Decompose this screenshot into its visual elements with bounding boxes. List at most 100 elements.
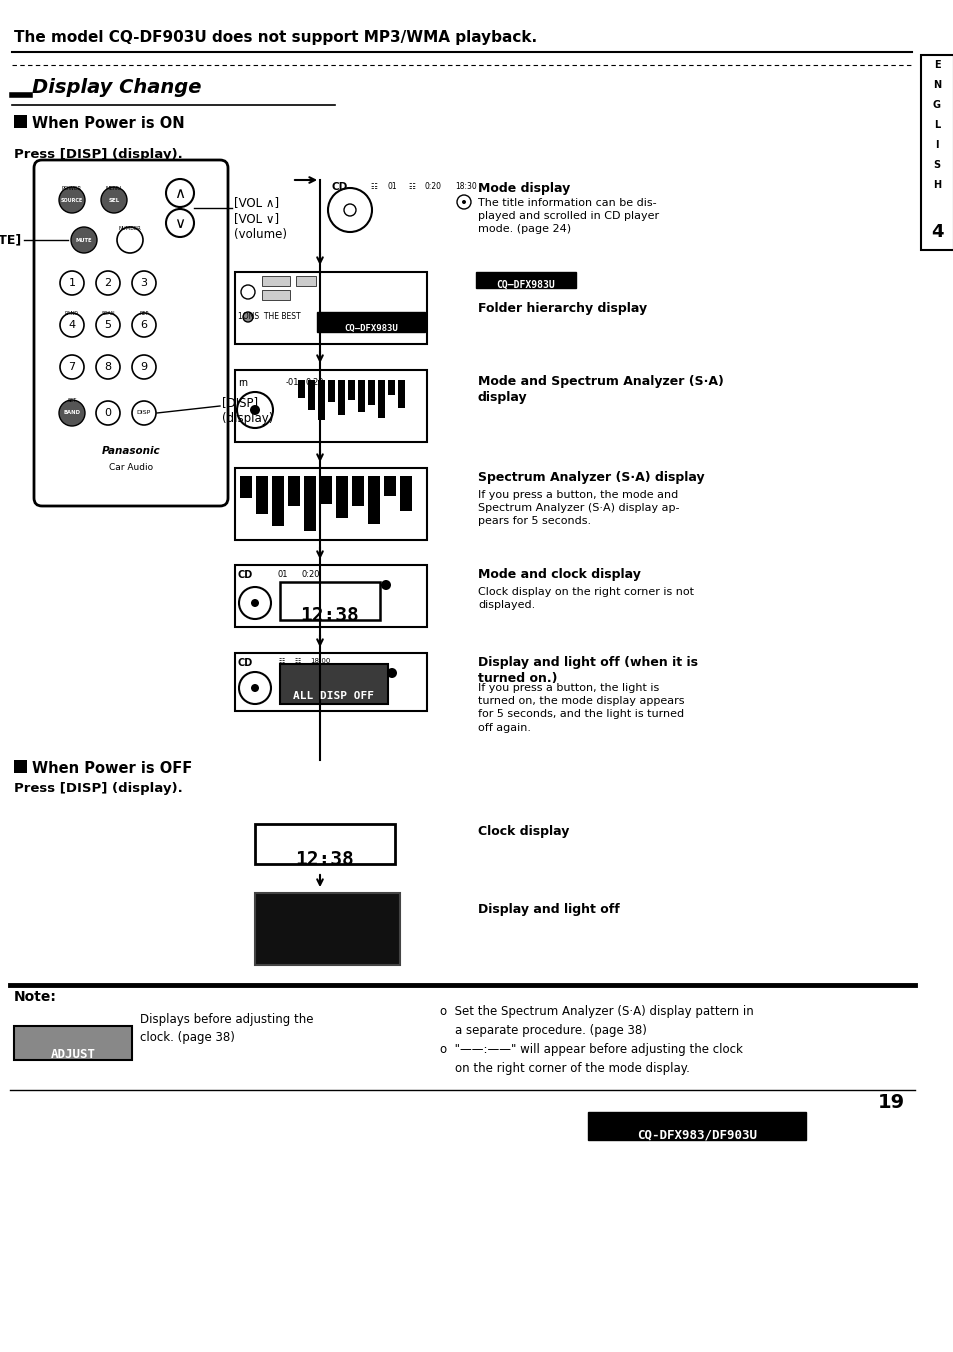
Text: Clock display on the right corner is not
displayed.: Clock display on the right corner is not… xyxy=(477,587,693,610)
Text: -01: -01 xyxy=(286,379,299,387)
Text: I: I xyxy=(934,141,938,150)
Circle shape xyxy=(461,200,465,204)
Bar xyxy=(234,565,427,627)
Text: Folder hierarchy display: Folder hierarchy display xyxy=(477,301,646,315)
Bar xyxy=(234,653,427,711)
Bar xyxy=(297,380,305,397)
Text: CD: CD xyxy=(237,571,253,580)
Text: When Power is ON: When Power is ON xyxy=(32,116,185,131)
Text: REP: REP xyxy=(139,311,149,316)
Text: When Power is OFF: When Power is OFF xyxy=(32,761,193,776)
Bar xyxy=(234,370,427,442)
Circle shape xyxy=(251,599,258,607)
Text: Mode and Spectrum Analyzer (S·A)
display: Mode and Spectrum Analyzer (S·A) display xyxy=(477,375,723,404)
Text: If you press a button, the mode and
Spectrum Analyzer (S·A) display ap-
pears fo: If you press a button, the mode and Spec… xyxy=(477,489,679,526)
Bar xyxy=(234,468,427,539)
Bar xyxy=(368,476,379,525)
Text: CD: CD xyxy=(237,658,253,668)
Text: N: N xyxy=(932,80,940,91)
Bar xyxy=(335,476,348,518)
Text: 19: 19 xyxy=(877,1092,904,1111)
Text: 18:30: 18:30 xyxy=(455,183,476,191)
Bar xyxy=(14,760,27,773)
Bar xyxy=(254,894,399,965)
Text: CD: CD xyxy=(332,183,348,192)
Text: Display and light off (when it is
turned on.): Display and light off (when it is turned… xyxy=(477,656,698,685)
Bar xyxy=(357,380,365,412)
Bar xyxy=(920,55,953,250)
Circle shape xyxy=(60,356,84,379)
Text: ∧: ∧ xyxy=(174,185,186,200)
Circle shape xyxy=(166,210,193,237)
Bar xyxy=(304,476,315,531)
Text: 0:20: 0:20 xyxy=(302,571,320,579)
Circle shape xyxy=(96,314,120,337)
Circle shape xyxy=(380,580,391,589)
Circle shape xyxy=(387,668,396,677)
Bar xyxy=(295,276,315,287)
Text: SCAN: SCAN xyxy=(101,311,114,316)
Text: H: H xyxy=(932,180,940,191)
Circle shape xyxy=(60,314,84,337)
Text: 1: 1 xyxy=(69,279,75,288)
Text: RAND: RAND xyxy=(65,311,79,316)
FancyBboxPatch shape xyxy=(34,160,228,506)
Text: [DISP]
(display): [DISP] (display) xyxy=(222,396,274,425)
Bar xyxy=(337,380,345,415)
Bar xyxy=(240,476,252,498)
Text: SET: SET xyxy=(68,397,76,403)
Bar xyxy=(587,1111,805,1140)
Circle shape xyxy=(96,356,120,379)
Text: MUTE: MUTE xyxy=(75,238,92,242)
Bar xyxy=(384,476,395,496)
Bar xyxy=(319,476,332,504)
Text: o  Set the Spectrum Analyzer (S·A) display pattern in
    a separate procedure. : o Set the Spectrum Analyzer (S·A) displa… xyxy=(439,1005,753,1075)
Text: 6: 6 xyxy=(140,320,148,330)
Text: 0:20: 0:20 xyxy=(306,379,324,387)
Circle shape xyxy=(59,187,85,214)
Text: 2: 2 xyxy=(104,279,112,288)
Text: 5: 5 xyxy=(105,320,112,330)
Circle shape xyxy=(101,187,127,214)
Circle shape xyxy=(117,227,143,253)
Text: The title information can be dis-
played and scrolled in CD player
mode. (page 2: The title information can be dis- played… xyxy=(477,197,659,234)
Text: 7: 7 xyxy=(69,362,75,372)
Text: 0:20: 0:20 xyxy=(424,183,441,191)
Bar xyxy=(368,380,375,406)
Text: Mode display: Mode display xyxy=(477,183,570,195)
Bar xyxy=(262,289,290,300)
Bar xyxy=(328,380,335,402)
Bar xyxy=(377,380,385,418)
Bar xyxy=(397,380,405,408)
Text: 12:38: 12:38 xyxy=(300,606,359,625)
Bar xyxy=(308,380,314,410)
Text: [VOL ∧]
[VOL ∨]
(volume): [VOL ∧] [VOL ∨] (volume) xyxy=(233,196,287,241)
Text: rn: rn xyxy=(237,379,248,388)
Text: 3: 3 xyxy=(140,279,148,288)
Bar xyxy=(254,823,395,864)
Text: If you press a button, the light is
turned on, the mode display appears
for 5 se: If you press a button, the light is turn… xyxy=(477,683,684,733)
Bar xyxy=(14,1026,132,1060)
Bar xyxy=(14,115,27,128)
Text: CQ–DFX983U: CQ–DFX983U xyxy=(344,324,397,333)
Text: ☷: ☷ xyxy=(370,183,376,191)
Text: 1ONS  THE BEST: 1ONS THE BEST xyxy=(237,312,300,320)
Text: ☷: ☷ xyxy=(294,658,300,664)
Circle shape xyxy=(132,356,156,379)
Text: POWER: POWER xyxy=(62,187,82,191)
Text: NUMBER: NUMBER xyxy=(118,226,141,231)
Circle shape xyxy=(96,402,120,425)
Text: Panasonic: Panasonic xyxy=(102,446,160,456)
Text: CQ-DFX983/DF903U: CQ-DFX983/DF903U xyxy=(637,1128,757,1141)
Bar xyxy=(348,380,355,400)
Circle shape xyxy=(71,227,97,253)
Text: 4: 4 xyxy=(930,223,943,241)
Text: Press [DISP] (display).: Press [DISP] (display). xyxy=(14,147,183,161)
Bar xyxy=(262,276,290,287)
Text: MENU: MENU xyxy=(106,187,122,191)
Text: The model CQ-DF903U does not support MP3/WMA playback.: The model CQ-DF903U does not support MP3… xyxy=(14,30,537,45)
Text: Press [DISP] (display).: Press [DISP] (display). xyxy=(14,781,183,795)
Bar xyxy=(316,312,424,333)
Text: L: L xyxy=(933,120,939,130)
Text: 12:38: 12:38 xyxy=(295,850,354,869)
